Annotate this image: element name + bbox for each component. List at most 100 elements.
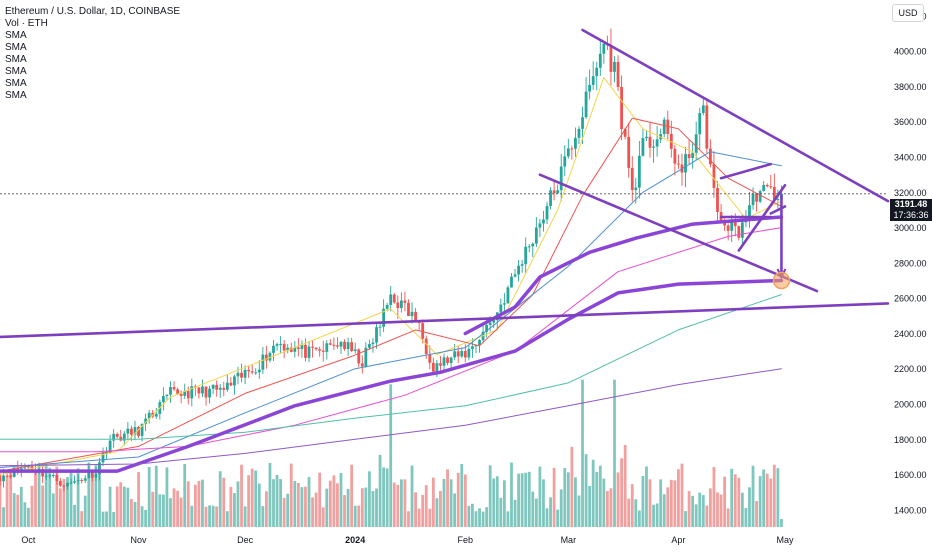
volume-bar (83, 495, 87, 527)
candle-body (701, 105, 705, 114)
volume-bar (122, 486, 126, 527)
candle-body (392, 294, 396, 303)
candle-body (130, 428, 133, 435)
volume-bar (201, 479, 204, 527)
candle-body (634, 187, 638, 191)
volume-bar (428, 508, 432, 527)
volume-bar (769, 478, 773, 527)
volume-bar (456, 472, 460, 527)
volume-bar (27, 507, 30, 527)
candle-body (371, 342, 375, 345)
volume-bar (183, 463, 187, 527)
candle-body (179, 393, 183, 396)
sma-legend-5: SMA (5, 78, 27, 89)
volume-bar (538, 466, 542, 527)
candle-body (208, 388, 211, 398)
candle-body (637, 155, 641, 188)
candle-body (385, 304, 389, 309)
candle-body (730, 219, 734, 231)
volume-bar (339, 473, 343, 527)
volume-bar (431, 477, 435, 527)
volume-bar (716, 492, 719, 527)
y-tick-label: 4000.00 (894, 47, 927, 57)
volume-bar (169, 498, 172, 527)
candle-body (662, 119, 666, 135)
volume-bar (286, 493, 290, 527)
candle-body (595, 67, 599, 77)
candle-body (76, 480, 80, 482)
y-tick-label: 2800.00 (894, 258, 927, 268)
candle-body (712, 164, 716, 188)
candle-body (630, 167, 634, 191)
volume-bar (602, 478, 606, 527)
volume-bar (34, 472, 37, 527)
candle-body (336, 345, 339, 347)
candle-body (726, 225, 730, 231)
candle-body (677, 163, 680, 165)
candle-body (474, 345, 478, 347)
volume-bar (41, 485, 45, 527)
volume-bar (16, 494, 20, 527)
volume-bar (161, 494, 165, 527)
volume-bar (272, 479, 275, 527)
volume-bar (343, 495, 346, 527)
volume-bar (98, 473, 101, 527)
volume-bar (620, 458, 623, 527)
candle-series (0, 28, 783, 492)
volume-bar (574, 477, 577, 527)
candle-body (357, 349, 361, 364)
volume-bar (588, 485, 592, 527)
volume-bar (751, 465, 755, 527)
candle-body (332, 344, 336, 346)
volume-bar (378, 454, 382, 527)
candle-body (399, 300, 403, 309)
candle-body (463, 351, 467, 358)
volume-bar (300, 487, 304, 527)
candle-body (122, 433, 126, 441)
candle-body (453, 351, 457, 358)
y-tick-label: 3800.00 (894, 82, 927, 92)
volume-bar (556, 509, 560, 527)
volume-bar (318, 472, 322, 527)
volume-bar (179, 497, 183, 527)
candle-body (542, 219, 545, 224)
candle-body (574, 137, 577, 149)
volume-bar (80, 511, 84, 527)
volume-legend: Vol · ETH (5, 18, 48, 29)
volume-bar (154, 465, 158, 527)
sma-legend-2: SMA (5, 42, 27, 53)
candle-body (360, 363, 364, 367)
volume-bar (368, 471, 371, 527)
candle-body (275, 344, 279, 346)
candle-body (435, 363, 439, 372)
candle-body (584, 91, 588, 118)
sma-line-6 (0, 278, 784, 473)
volume-bar (410, 465, 414, 527)
volume-bar (691, 495, 695, 527)
candle-body (225, 382, 229, 390)
volume-bar (485, 507, 489, 527)
currency-button[interactable]: USD (892, 4, 924, 22)
volume-bar (463, 474, 467, 527)
volume-bar (296, 482, 300, 527)
volume-bar (0, 473, 2, 527)
volume-bar (673, 480, 677, 527)
candle-body (655, 139, 659, 147)
volume-bar (225, 511, 229, 527)
volume-bar (648, 479, 652, 527)
y-tick-label: 2200.00 (894, 364, 927, 374)
sma-legend-3: SMA (5, 54, 27, 65)
volume-bar (105, 511, 108, 527)
volume-bar (211, 505, 215, 527)
volume-bar (435, 498, 439, 527)
volume-bar (616, 472, 620, 527)
volume-bar (186, 481, 190, 527)
volume-bar (645, 466, 648, 527)
volume-bar (321, 507, 325, 527)
candle-body (488, 322, 492, 325)
candle-body (442, 357, 446, 366)
candle-body (186, 391, 190, 399)
volume-bar (140, 506, 144, 527)
